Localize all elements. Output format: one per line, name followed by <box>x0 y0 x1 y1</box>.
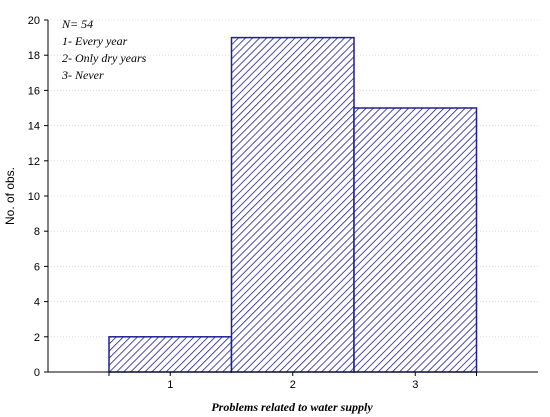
y-tick-label: 16 <box>28 85 40 97</box>
y-tick-label: 8 <box>34 226 40 238</box>
y-tick-label: 18 <box>28 50 40 62</box>
y-tick-label: 2 <box>34 332 40 344</box>
bars <box>108 36 478 373</box>
note-never: 3- Never <box>61 68 104 82</box>
y-ticks: 0 2 4 6 8 10 12 14 16 18 20 <box>28 15 48 379</box>
bar-1 <box>108 336 233 373</box>
y-tick-label: 4 <box>34 297 40 309</box>
y-tick-label: 14 <box>28 121 40 133</box>
note-only-dry-years: 2- Only dry years <box>62 51 147 65</box>
legend-notes: N= 54 1- Every year 2- Only dry years 3-… <box>61 17 147 82</box>
y-tick-label: 20 <box>28 15 40 27</box>
y-tick-label: 10 <box>28 191 40 203</box>
x-axis-title: Problems related to water supply <box>211 400 373 414</box>
note-n: N= 54 <box>61 17 93 31</box>
x-tick-label: 3 <box>412 379 418 391</box>
x-tick-label: 1 <box>167 379 173 391</box>
note-every-year: 1- Every year <box>62 34 128 48</box>
y-tick-label: 0 <box>34 367 40 379</box>
x-tick-label: 2 <box>290 379 296 391</box>
y-axis-title: No. of obs. <box>3 167 17 225</box>
bar-2 <box>230 36 355 373</box>
x-ticks: 1 2 3 <box>108 372 477 391</box>
bar-3 <box>353 107 478 373</box>
y-tick-label: 12 <box>28 156 40 168</box>
y-tick-label: 6 <box>34 261 40 273</box>
